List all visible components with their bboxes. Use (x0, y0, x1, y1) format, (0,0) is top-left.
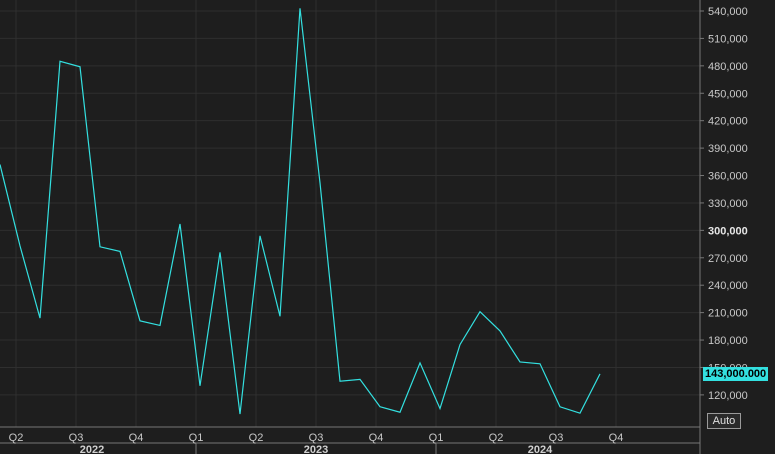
series-line (0, 8, 601, 415)
y-tick-label: 510,000 (708, 33, 748, 45)
x-tick-label: Q1 (189, 432, 204, 444)
year-label: 2024 (528, 444, 553, 454)
auto-scale-button[interactable]: Auto (707, 413, 741, 429)
x-tick-label: Q2 (9, 432, 24, 444)
y-tick-label: 390,000 (708, 143, 748, 155)
y-tick-label: 270,000 (708, 253, 748, 265)
last-value-label: 143,000.000 (703, 367, 769, 381)
y-tick-label: 540,000 (708, 6, 748, 18)
year-label: 2022 (80, 444, 104, 454)
year-label: 2023 (304, 444, 328, 454)
y-tick-label: 120,000 (708, 390, 748, 402)
x-tick-label: Q2 (489, 432, 504, 444)
x-tick-label: Q1 (429, 432, 444, 444)
series-layer (0, 8, 601, 415)
y-tick-label: 480,000 (708, 61, 748, 73)
x-tick-label: Q2 (249, 432, 264, 444)
y-tick-label: 180,000 (708, 335, 748, 347)
grid-layer (0, 0, 700, 427)
axis-layer (0, 0, 704, 454)
y-tick-label: 330,000 (708, 198, 748, 210)
y-tick-label: 300,000 (708, 225, 748, 237)
y-tick-label: 210,000 (708, 308, 748, 320)
x-tick-label: Q4 (129, 432, 144, 444)
x-tick-label: Q3 (69, 432, 84, 444)
y-tick-label: 360,000 (708, 171, 748, 183)
x-tick-label: Q3 (309, 432, 324, 444)
x-tick-label: Q4 (369, 432, 384, 444)
x-axis-ticks: Q2 Q3 Q4 Q1 Q2 Q3 Q4 Q1 Q2 Q3 Q4 2022 2023 2024 (9, 432, 624, 454)
y-axis-ticks: 120,000150,000180,000210,000240,000270,0… (708, 6, 748, 402)
y-tick-label: 450,000 (708, 88, 748, 100)
x-tick-label: Q4 (609, 432, 624, 444)
x-tick-label: Q3 (549, 432, 564, 444)
y-tick-label: 420,000 (708, 116, 748, 128)
y-tick-label: 240,000 (708, 280, 748, 292)
